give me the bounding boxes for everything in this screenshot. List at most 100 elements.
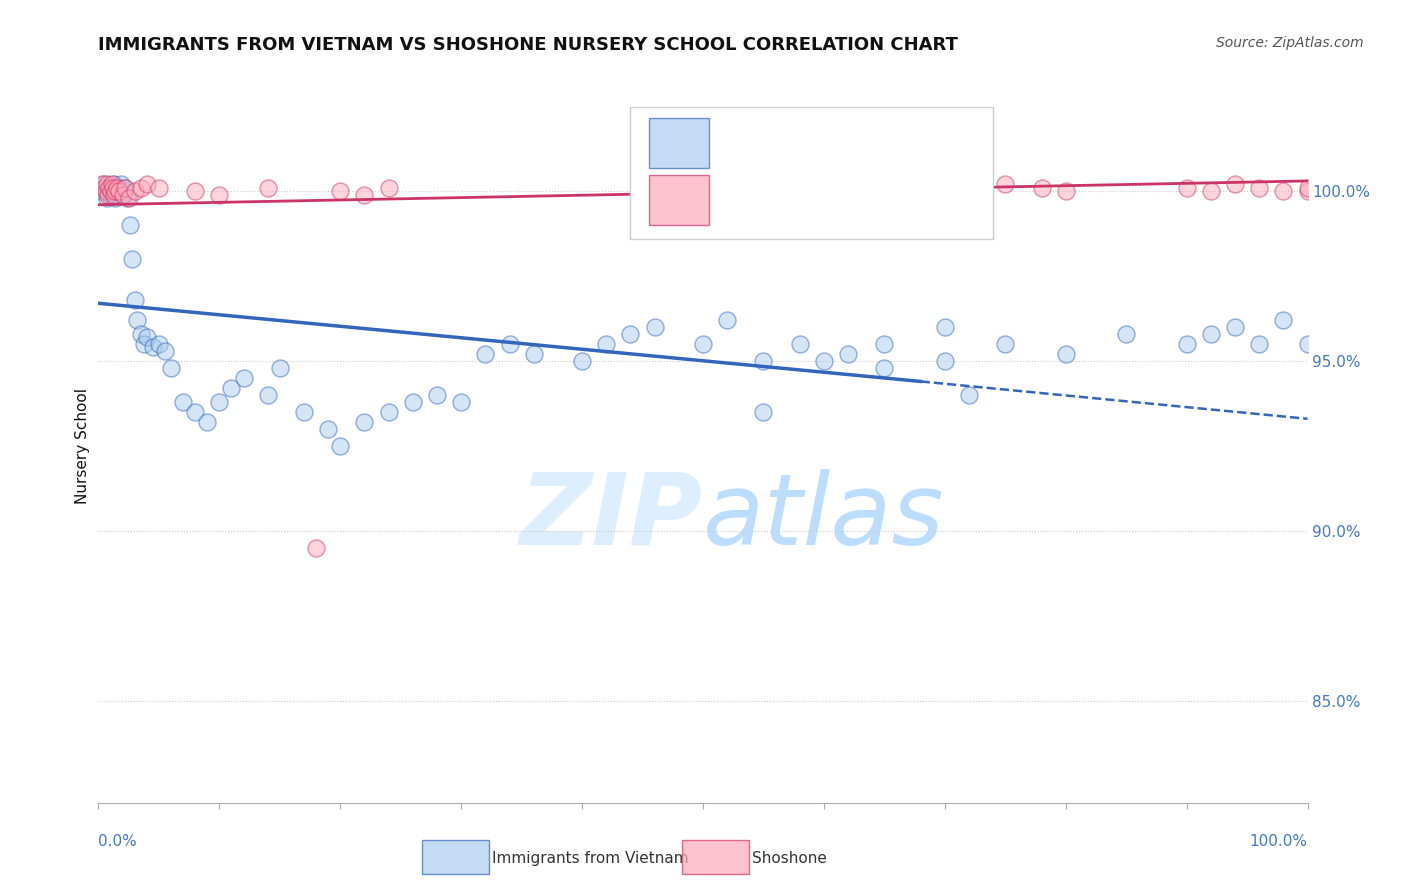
Point [316, 422, 339, 436]
Point [1223, 178, 1246, 192]
Point [108, 184, 131, 198]
Point [101, 184, 124, 198]
Point [994, 337, 1017, 351]
Point [873, 337, 896, 351]
Point [789, 337, 811, 351]
Point [103, 178, 125, 192]
Point [160, 360, 183, 375]
Point [329, 439, 352, 453]
Point [474, 347, 496, 361]
Point [135, 330, 157, 344]
Point [353, 187, 375, 202]
Point [142, 341, 165, 355]
Point [107, 187, 129, 202]
Point [208, 187, 231, 202]
Text: atlas: atlas [703, 469, 945, 566]
Point [1054, 347, 1077, 361]
Point [91, 184, 114, 198]
Point [716, 313, 738, 327]
Point [134, 337, 156, 351]
Point [934, 354, 956, 368]
Point [172, 394, 194, 409]
Point [121, 252, 143, 266]
Point [127, 313, 149, 327]
Point [153, 343, 176, 358]
Point [96, 191, 118, 205]
Point [97, 187, 120, 202]
Point [644, 320, 666, 334]
Point [129, 326, 152, 341]
Point [195, 415, 218, 429]
Text: R =   0.111   N = 39: R = 0.111 N = 39 [718, 189, 887, 207]
Point [105, 180, 128, 194]
Point [184, 184, 207, 198]
Point [221, 381, 243, 395]
Point [450, 394, 472, 409]
Point [426, 388, 449, 402]
Point [148, 337, 170, 351]
Point [1249, 337, 1271, 351]
Point [100, 187, 122, 202]
Point [1175, 180, 1198, 194]
Point [813, 354, 835, 368]
Point [1223, 320, 1246, 334]
Point [1031, 180, 1053, 194]
Point [108, 184, 131, 198]
Point [813, 191, 835, 205]
Point [104, 184, 127, 198]
Point [305, 541, 328, 555]
Point [1115, 326, 1137, 341]
Point [104, 191, 127, 205]
Point [124, 293, 146, 307]
Point [114, 180, 136, 194]
Point [256, 388, 278, 402]
Point [124, 184, 146, 198]
Point [93, 180, 115, 194]
Point [96, 178, 118, 192]
Point [571, 354, 593, 368]
Point [93, 178, 115, 192]
Point [934, 320, 956, 334]
Point [108, 180, 131, 194]
Point [1296, 184, 1319, 198]
Point [377, 180, 399, 194]
Point [98, 180, 121, 194]
Point [135, 178, 157, 192]
Point [498, 337, 520, 351]
Point [692, 337, 714, 351]
Point [1175, 337, 1198, 351]
Point [100, 178, 122, 192]
Point [232, 371, 254, 385]
Text: 100.0%: 100.0% [1250, 834, 1308, 849]
Point [329, 184, 352, 198]
Text: Shoshone: Shoshone [752, 851, 827, 865]
Point [94, 184, 117, 198]
Point [111, 187, 134, 202]
Point [1272, 313, 1295, 327]
Point [117, 191, 139, 205]
Point [873, 360, 896, 375]
Point [148, 180, 170, 194]
Point [377, 405, 399, 419]
FancyBboxPatch shape [648, 118, 709, 168]
Point [184, 405, 207, 419]
Point [269, 360, 291, 375]
Point [1296, 337, 1319, 351]
Text: Immigrants from Vietnam: Immigrants from Vietnam [492, 851, 689, 865]
Point [1272, 184, 1295, 198]
Point [957, 388, 980, 402]
Point [1249, 180, 1271, 194]
Point [353, 415, 375, 429]
Point [111, 187, 134, 202]
Point [105, 184, 128, 198]
Text: 0.0%: 0.0% [98, 834, 138, 849]
Point [1199, 326, 1222, 341]
FancyBboxPatch shape [648, 175, 709, 225]
Point [103, 187, 125, 202]
Point [752, 405, 775, 419]
Point [208, 394, 231, 409]
Point [1054, 184, 1077, 198]
Point [100, 184, 122, 198]
Y-axis label: Nursery School: Nursery School [75, 388, 90, 504]
Point [752, 354, 775, 368]
